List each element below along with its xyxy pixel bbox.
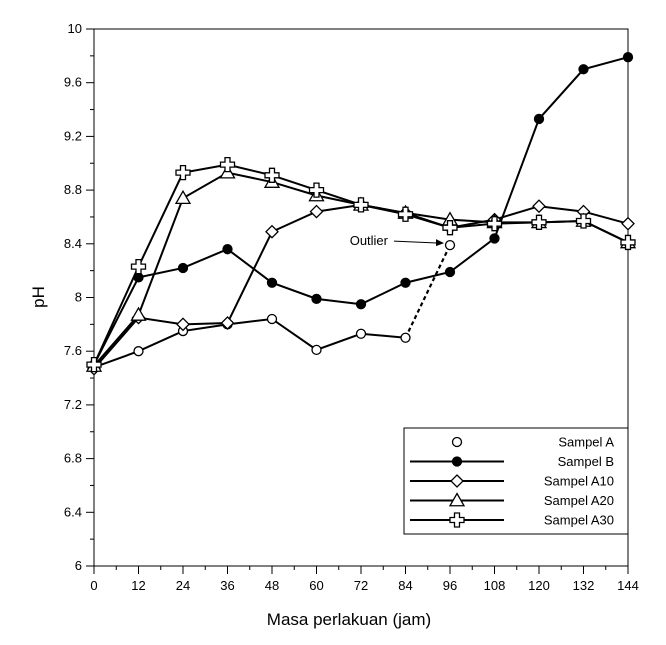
legend-item-sampel-b: Sampel B [410,454,614,469]
data-point [444,266,456,278]
series-sampel-b [88,52,634,370]
legend-item-sampel-a: Sampel A [451,435,614,450]
x-tick-label: 0 [90,578,97,593]
data-point [266,277,278,288]
data-point [219,156,236,173]
annotation-arrow-line [393,240,441,244]
legend: Sampel A Sampel B Sampel A10 Sampel A20 Samp… [403,427,629,535]
data-point [620,234,636,251]
x-tick-label: 132 [573,578,595,593]
series-line [93,317,406,369]
data-point [621,216,635,231]
y-tick-label: 6 [75,558,82,573]
y-tick-label: 8.8 [64,182,82,197]
y-tick-label: 7.2 [64,397,82,412]
x-tick-label: 120 [528,578,550,593]
data-point [220,316,235,330]
data-point [222,244,233,255]
data-point [311,344,322,356]
data-point [174,189,192,205]
data-point [622,52,634,63]
y-axis-title: pH [29,286,48,308]
x-tick-label: 48 [265,578,279,593]
data-point [86,356,102,373]
x-tick-label: 12 [131,578,145,593]
data-point [177,262,189,274]
legend-item-sampel-a20: Sampel A20 [410,492,614,508]
y-tick-label: 8 [75,290,82,305]
legend-marker [450,474,464,488]
data-point [308,182,325,198]
plot-area: 0 12 24 36 48 60 72 84 96 108 120 132 14466.46.87.27… [64,21,639,593]
legend-marker [449,512,465,528]
x-tick-label: 60 [309,578,323,593]
legend-marker [451,436,463,448]
data-point [130,306,147,321]
legend-item-sampel-a30: Sampel A30 [410,512,614,528]
y-tick-label: 10 [68,21,82,36]
data-point [531,214,547,230]
legend-label: Sampel A10 [544,474,614,489]
data-point [311,293,322,304]
y-tick-label: 7.6 [64,343,82,358]
legend-marker [448,492,466,507]
annotation-arrow-head [436,239,444,247]
data-point [353,197,369,213]
data-point [130,258,147,275]
data-point [355,328,367,339]
annotation-label: Outlier [350,233,389,248]
data-point [176,317,190,332]
x-tick-label: 24 [176,578,190,593]
data-point [397,206,414,222]
x-axis-title: Masa perlakuan (jam) [267,610,431,629]
legend-item-sampel-a10: Sampel A10 [410,474,614,489]
outlier-dashed-line [404,244,451,339]
data-point [266,313,278,325]
y-tick-label: 9.2 [64,128,82,143]
x-tick-label: 72 [354,578,368,593]
data-point [355,299,367,310]
data-point [400,332,411,343]
series-sampel-a20 [85,164,637,372]
data-point [175,164,191,181]
data-point [133,346,144,357]
x-tick-label: 96 [443,578,457,593]
series-sampel-a10 [87,197,635,376]
legend-label: Sampel A [558,435,614,450]
data-point [489,233,500,244]
outlier-annotation: Outlier [350,233,444,248]
legend-marker [451,456,463,467]
series-sampel-a [88,239,456,373]
x-tick-label: 36 [220,578,234,593]
data-point [532,199,546,214]
data-point [265,224,279,239]
y-tick-label: 8.4 [64,236,82,251]
x-tick-label: 108 [484,578,506,593]
x-tick-label: 84 [398,578,412,593]
data-point [575,213,592,229]
legend-label: Sampel B [558,454,614,469]
data-point [264,167,280,183]
data-point [486,216,503,232]
series-line [93,203,629,370]
legend-label: Sampel A30 [544,513,614,528]
data-point [400,277,411,288]
legend-label: Sampel A20 [544,493,614,508]
data-point [309,204,324,219]
data-point [444,239,456,251]
data-point [442,220,458,236]
data-point [533,113,545,125]
y-tick-label: 6.4 [64,504,82,519]
series-sampel-a30 [86,156,636,373]
x-tick-label: 144 [617,578,639,593]
y-tick-label: 6.8 [64,451,82,466]
data-point [578,64,589,75]
y-tick-label: 9.6 [64,75,82,90]
